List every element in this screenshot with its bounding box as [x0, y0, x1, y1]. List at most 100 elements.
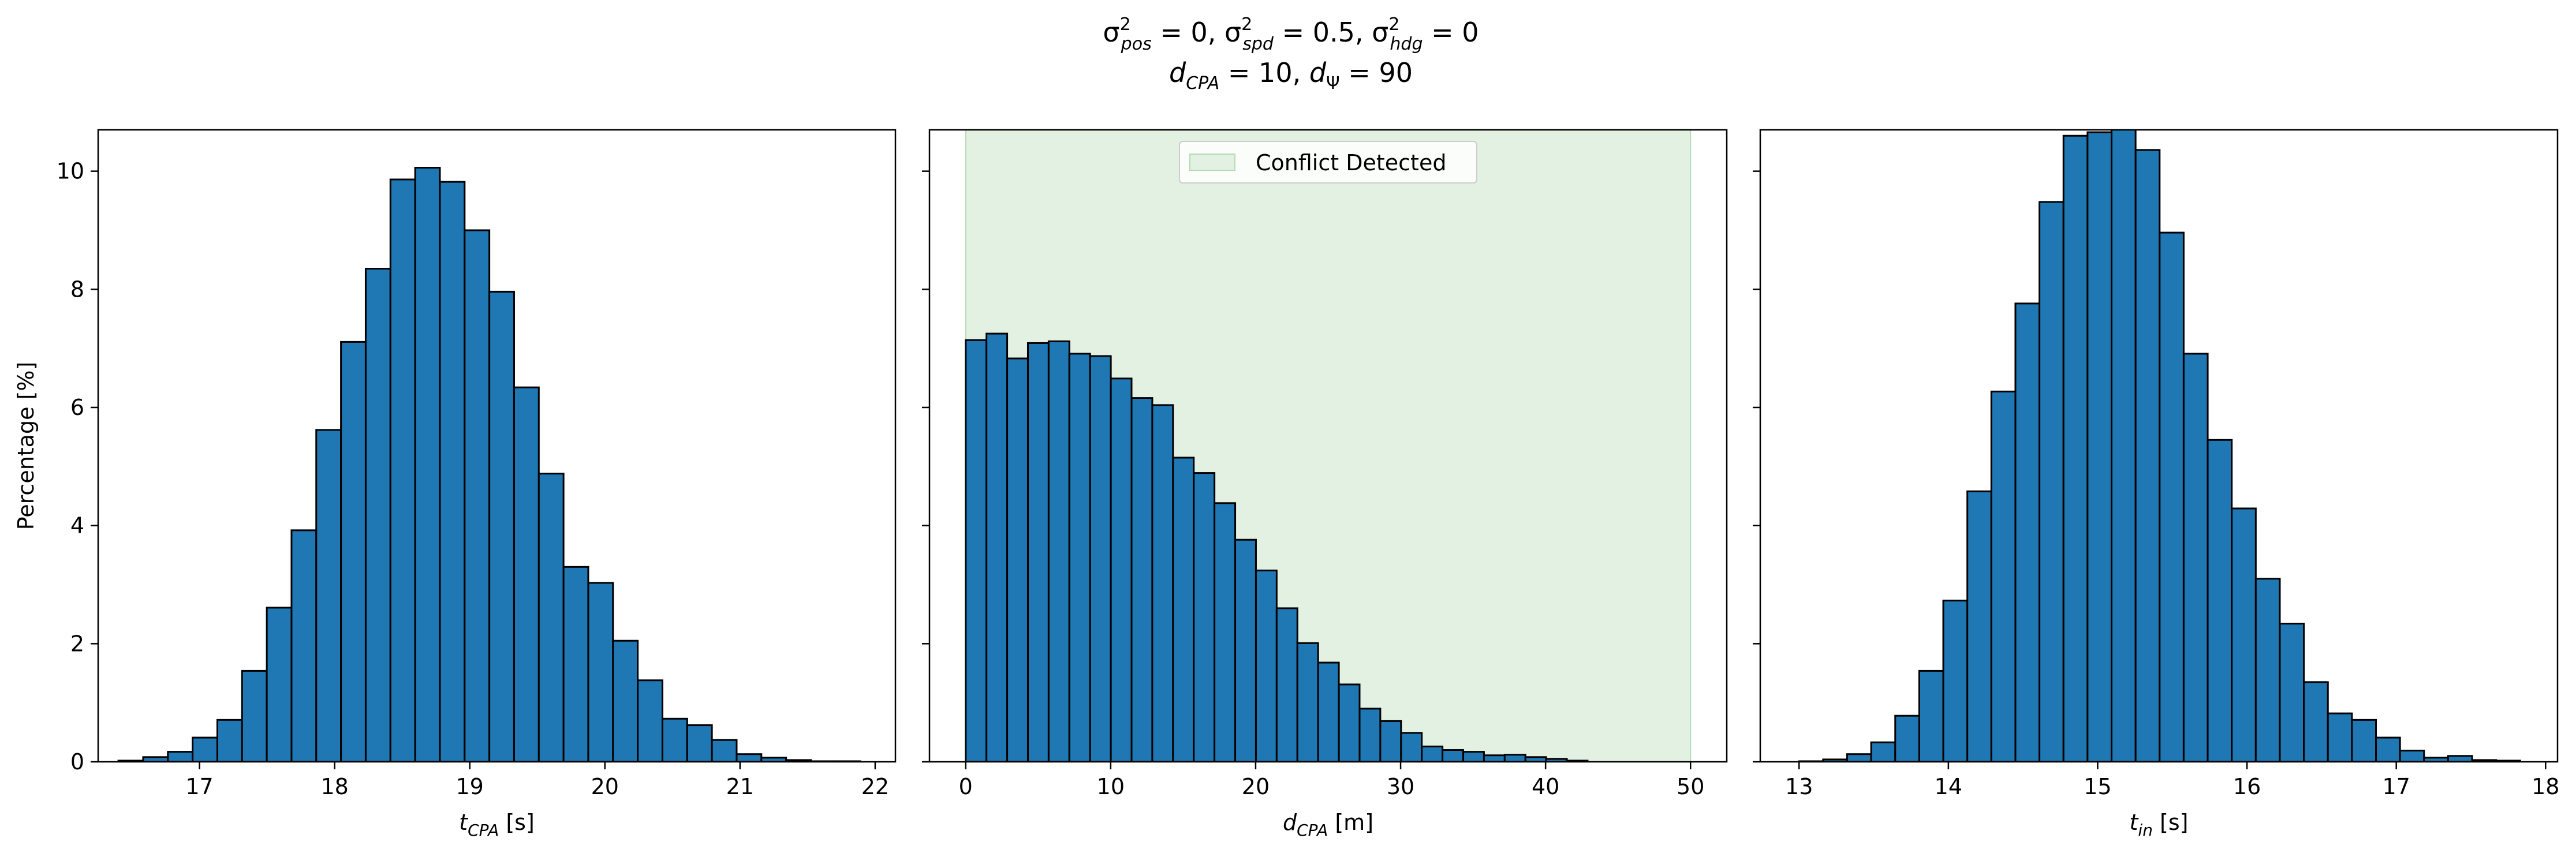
- x-tick-label: 20: [1242, 774, 1270, 799]
- figure-title: σ2 pos = 0, σ2 spd = 0.5, σ2 hdg = 0 dCPA =…: [1103, 14, 1479, 93]
- histogram-bar: [464, 229, 491, 762]
- histogram-bar: [711, 739, 738, 762]
- histogram-bar: [2182, 353, 2209, 762]
- histogram-bar: [612, 639, 639, 762]
- histogram-bar: [2039, 201, 2064, 762]
- histogram-bar: [1068, 353, 1091, 762]
- y-tick-label: 2: [70, 631, 84, 656]
- axes-frame: [928, 129, 1728, 763]
- histogram-bar: [562, 566, 589, 762]
- y-tick-label: 10: [57, 159, 84, 184]
- axes-frame: [1759, 129, 2559, 763]
- x-axis-label: dCPA [m]: [1283, 810, 1373, 840]
- x-axis-label: tCPA [s]: [459, 810, 535, 840]
- x-axis-label: tin [s]: [2130, 810, 2189, 840]
- x-tick-label: 50: [1677, 774, 1704, 799]
- histogram-bar: [2062, 134, 2089, 762]
- histogram-bar: [290, 529, 318, 762]
- x-tick-label: 0: [959, 774, 973, 799]
- histogram-bar: [1214, 502, 1237, 762]
- histogram-bar: [1358, 708, 1382, 762]
- histogram-bar: [1006, 357, 1029, 762]
- histogram-bar: [1110, 377, 1133, 762]
- histogram-bar: [2086, 131, 2113, 762]
- histogram-bar: [266, 607, 293, 762]
- histogram-bar: [2207, 439, 2233, 762]
- x-tick-label: 40: [1532, 774, 1559, 799]
- x-tick-label: 15: [2084, 774, 2111, 799]
- histogram-bar: [1942, 600, 1969, 762]
- histogram-bar: [2447, 755, 2473, 762]
- x-tick-label: 30: [1387, 774, 1414, 799]
- y-tick-label: 0: [70, 749, 84, 775]
- histogram-bar: [1275, 607, 1298, 762]
- histogram-bar: [1296, 642, 1319, 762]
- x-tick-label: 21: [726, 774, 754, 799]
- histogram-bar: [1047, 340, 1070, 762]
- axes-frame: [97, 129, 897, 763]
- histogram-bar: [1089, 355, 1112, 762]
- histogram-bar: [661, 717, 688, 762]
- legend-label: Conflict Detected: [1256, 150, 1446, 175]
- histogram-bar: [1317, 661, 1340, 762]
- histogram-bar: [2327, 712, 2353, 762]
- x-tick-label: 22: [861, 774, 889, 799]
- x-tick-label: 18: [2532, 774, 2559, 799]
- histogram-bar: [1172, 457, 1195, 762]
- histogram-bar: [1990, 390, 2017, 762]
- histogram-bar: [2375, 736, 2401, 762]
- histogram-bar: [414, 166, 441, 762]
- x-tick-label: 17: [2383, 774, 2410, 799]
- histogram-bar: [1894, 714, 1920, 762]
- x-tick-label: 16: [2233, 774, 2261, 799]
- histogram-bar: [389, 178, 416, 762]
- histogram-bar: [241, 669, 268, 762]
- histogram-bar: [637, 679, 663, 762]
- histogram-bar: [1026, 342, 1050, 762]
- histogram-bar: [1255, 569, 1278, 762]
- histogram-bar: [1400, 732, 1423, 762]
- histogram-bar: [2111, 130, 2137, 762]
- histogram-bar: [1462, 751, 1485, 762]
- histogram-bar: [686, 724, 713, 762]
- histogram-bar: [1193, 472, 1216, 762]
- histogram-bar: [2014, 302, 2041, 762]
- histogram-bar: [2159, 231, 2185, 762]
- histogram-bar: [513, 386, 540, 762]
- histogram-bar: [2231, 507, 2257, 762]
- histogram-bar: [167, 751, 194, 762]
- histogram-bar: [315, 429, 342, 762]
- histogram-bar: [537, 473, 565, 762]
- histogram-bar: [2303, 681, 2329, 762]
- panel-2: 0 10 20 30 40 50 dCPA [m] Conflict Detected: [922, 129, 1728, 840]
- histogram-bar: [1483, 754, 1506, 762]
- histogram-bar: [364, 267, 391, 762]
- x-tick-label: 20: [591, 774, 619, 799]
- histogram-bar: [192, 736, 218, 762]
- panel-3: 13 14 15 16 17 18 tin [s]: [1753, 129, 2559, 840]
- histogram-bar: [1421, 745, 1444, 762]
- histogram-bar: [1151, 404, 1174, 762]
- title-line-1: σ2 pos = 0, σ2 spd = 0.5, σ2 hdg = 0: [1103, 14, 1479, 54]
- histogram-bar: [1503, 754, 1526, 762]
- x-tick-label: 10: [1097, 774, 1125, 799]
- histogram-bar: [2254, 578, 2281, 762]
- title-line-2: dCPA = 10, dΨ = 90: [1169, 57, 1413, 93]
- histogram-bar: [1442, 749, 1465, 762]
- histogram-bar: [216, 719, 243, 762]
- histogram-bar: [587, 582, 614, 762]
- x-tick-label: 18: [320, 774, 348, 799]
- histogram-bar: [1918, 669, 1944, 762]
- histogram-bar: [1234, 538, 1257, 762]
- histogram-bar: [1338, 683, 1361, 762]
- legend: Conflict Detected: [1179, 141, 1477, 184]
- histogram-bar: [488, 290, 515, 762]
- histogram-bar: [340, 341, 367, 762]
- histogram-bar: [1130, 397, 1153, 762]
- histogram-bar: [2279, 623, 2305, 762]
- x-tick-label: 14: [1935, 774, 1962, 799]
- y-tick-label: 4: [70, 513, 84, 538]
- histogram-bar: [2134, 149, 2161, 762]
- y-axis-label: Percentage [%]: [13, 362, 39, 530]
